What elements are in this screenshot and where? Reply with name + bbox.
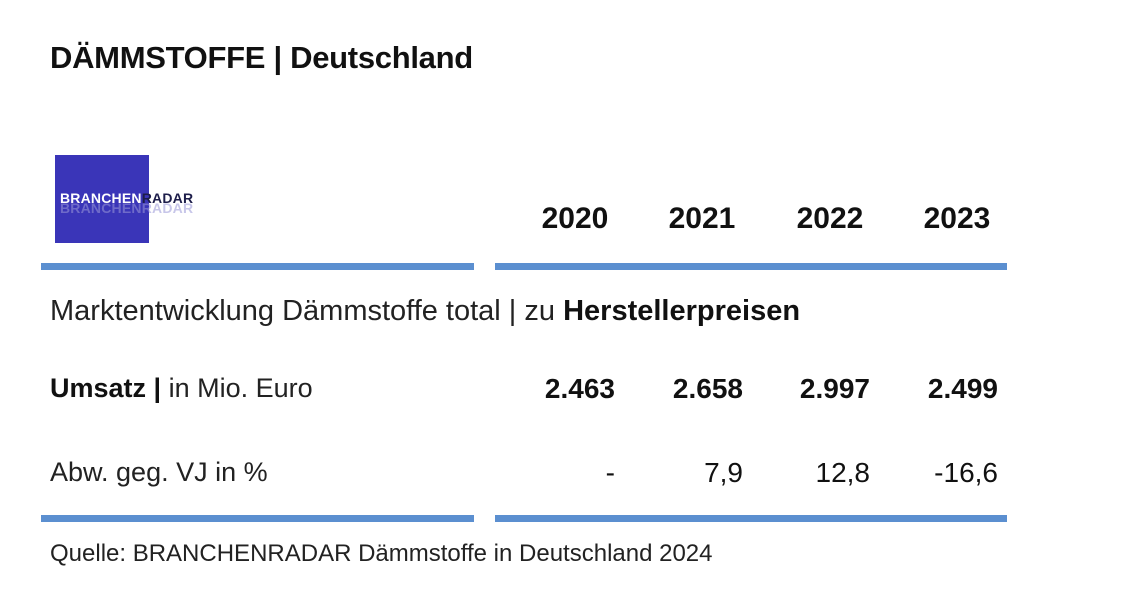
logo-wordmark: BRANCHENRADAR	[60, 189, 193, 207]
subtitle-bold: Herstellerpreisen	[563, 295, 801, 327]
umsatz-2023: 2.499	[927, 373, 998, 404]
branchenradar-logo	[55, 155, 149, 243]
table-subtitle: Marktentwicklung Dämmstoffe total | zu H…	[50, 295, 800, 328]
row-label-abweichung-text: Abw. geg. VJ in %	[50, 457, 268, 487]
logo-ghost-text: BRANCHENRADAR	[60, 200, 194, 216]
year-header-2021: 2021	[668, 202, 736, 235]
top-rule-right	[495, 263, 1007, 270]
row-label-abweichung: Abw. geg. VJ in %	[50, 457, 268, 488]
year-header-2023: 2023	[923, 202, 991, 235]
abweichung-2023: -16,6	[934, 457, 998, 488]
abweichung-2021: 7,9	[704, 457, 743, 488]
row-label-umsatz: Umsatz | in Mio. Euro	[50, 373, 313, 404]
year-header-2022: 2022	[796, 202, 864, 235]
logo-wordmark-part2: RADAR	[141, 190, 194, 206]
row-label-umsatz-unit: in Mio. Euro	[161, 373, 313, 403]
year-header-2020: 2020	[541, 202, 609, 235]
logo-wordmark-part1: BRANCHEN	[60, 190, 142, 206]
top-rule-left	[41, 263, 474, 270]
umsatz-2021: 2.658	[672, 373, 743, 404]
row-label-umsatz-bold: Umsatz |	[50, 373, 162, 403]
umsatz-2020: 2.463	[544, 373, 615, 404]
abweichung-2020: -	[605, 457, 615, 488]
source-note: Quelle: BRANCHENRADAR Dämmstoffe in Deut…	[50, 540, 713, 567]
bottom-rule-left	[41, 515, 474, 522]
subtitle-regular: Marktentwicklung Dämmstoffe total | zu	[50, 295, 564, 327]
umsatz-2022: 2.997	[799, 373, 870, 404]
abweichung-2022: 12,8	[815, 457, 871, 488]
bottom-rule-right	[495, 515, 1007, 522]
page-title: DÄMMSTOFFE | Deutschland	[50, 40, 473, 75]
